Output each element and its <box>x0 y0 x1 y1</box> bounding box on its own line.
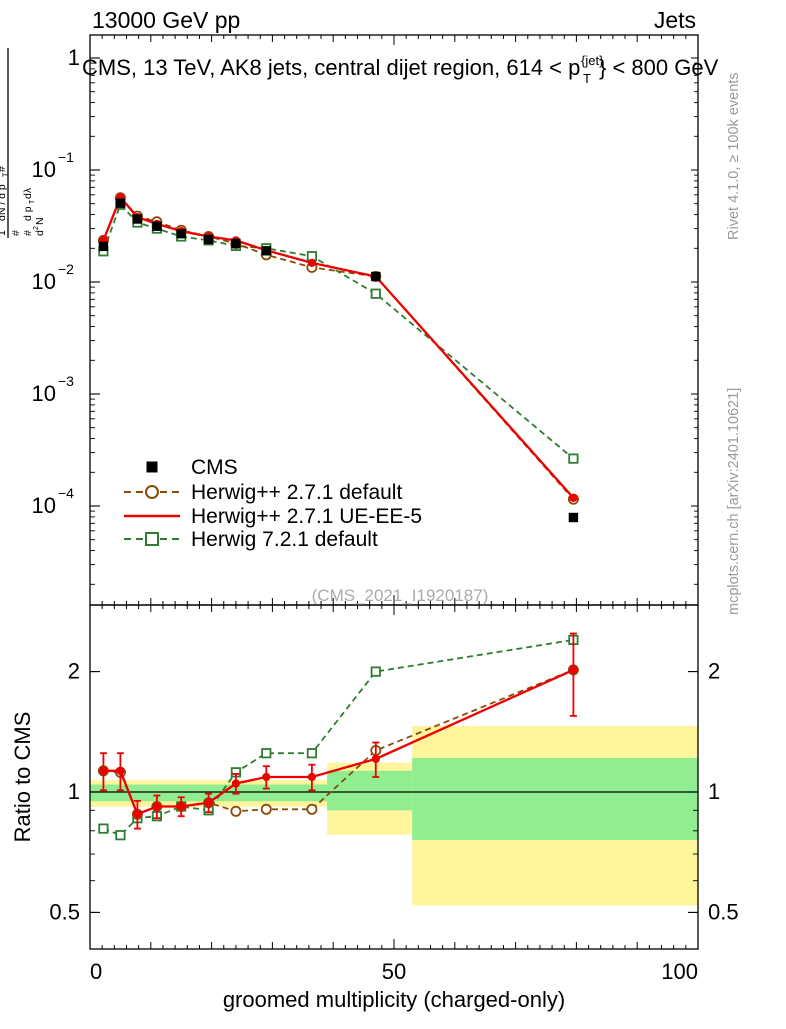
svg-text:CMS, 13 TeV, AK8 jets, central: CMS, 13 TeV, AK8 jets, central dijet reg… <box>82 55 580 80</box>
svg-text:dλ: dλ <box>22 187 34 199</box>
svg-text:13000 GeV pp: 13000 GeV pp <box>92 7 240 33</box>
svg-text:d p: d p <box>22 206 34 221</box>
svg-text:−1: −1 <box>58 149 74 165</box>
svg-text:Herwig++ 2.7.1 UE-EE-5: Herwig++ 2.7.1 UE-EE-5 <box>191 505 422 528</box>
svg-text:(CMS_2021_I1920187): (CMS_2021_I1920187) <box>312 586 489 605</box>
svg-text:10: 10 <box>32 269 56 294</box>
svg-text:−2: −2 <box>58 261 74 277</box>
svg-text:2: 2 <box>708 659 720 684</box>
svg-text:Herwig++ 2.7.1 default: Herwig++ 2.7.1 default <box>191 481 402 504</box>
svg-text:−4: −4 <box>58 485 74 501</box>
svg-text:2: 2 <box>33 226 40 230</box>
svg-text:Rivet 4.1.0, ≥ 100k events: Rivet 4.1.0, ≥ 100k events <box>726 72 742 240</box>
svg-text:0.5: 0.5 <box>49 899 80 924</box>
svg-text:N: N <box>34 217 46 225</box>
svg-text:50: 50 <box>382 959 406 984</box>
svg-text:groomed multiplicity (charged-: groomed multiplicity (charged-only) <box>223 987 565 1012</box>
svg-text:10: 10 <box>32 493 56 518</box>
svg-text:Ratio to CMS: Ratio to CMS <box>10 712 35 843</box>
svg-text:−3: −3 <box>58 373 74 389</box>
svg-text:mcplots.cern.ch [arXiv:2401.10: mcplots.cern.ch [arXiv:2401.10621] <box>726 388 742 615</box>
svg-text:1: 1 <box>68 779 80 804</box>
svg-text:2: 2 <box>68 659 80 684</box>
svg-text:Jets: Jets <box>654 7 696 33</box>
svg-text:10: 10 <box>32 381 56 406</box>
svg-text:CMS: CMS <box>191 456 238 479</box>
svg-text:Herwig 7.2.1 default: Herwig 7.2.1 default <box>191 528 378 551</box>
svg-text:dN / d p: dN / d p <box>0 184 8 221</box>
svg-text:T: T <box>583 71 591 86</box>
svg-text:0.5: 0.5 <box>708 899 739 924</box>
svg-text:100: 100 <box>661 959 698 984</box>
svg-text:1: 1 <box>0 230 8 236</box>
svg-text:1: 1 <box>708 779 720 804</box>
svg-text:10: 10 <box>32 157 56 182</box>
svg-text:0: 0 <box>90 959 102 984</box>
svg-text:} < 800 GeV: } < 800 GeV <box>599 55 719 80</box>
svg-text:1: 1 <box>68 45 80 70</box>
svg-text:#: # <box>10 230 22 236</box>
svg-text:#: # <box>0 166 8 172</box>
